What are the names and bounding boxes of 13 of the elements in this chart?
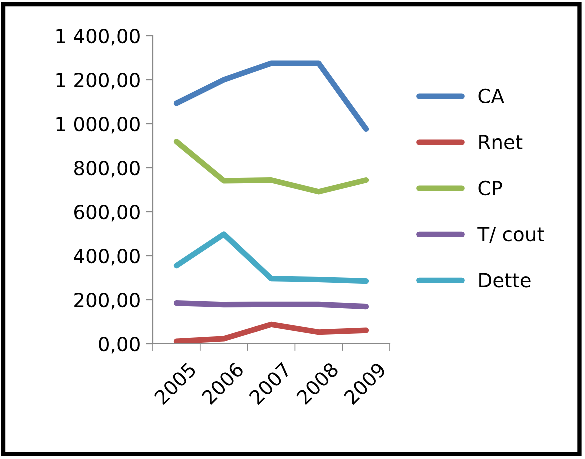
y-tick-label: 600,00 <box>74 204 140 222</box>
y-tick-label: 800,00 <box>74 160 140 178</box>
legend-label: Rnet <box>480 135 523 150</box>
y-tick-label: 1 000,00 <box>56 116 140 134</box>
legend-label: CP <box>478 180 502 196</box>
y-tick-label: 1 200,00 <box>56 72 140 90</box>
y-tick-label: 200,00 <box>74 292 140 310</box>
legend-label: Dette <box>480 273 531 288</box>
y-tick-label: 400,00 <box>74 248 140 266</box>
y-tick-label: 0,00 <box>99 336 140 354</box>
legend-label: CA <box>478 88 504 104</box>
legend-label: T/ cout <box>478 227 544 244</box>
y-tick-label: 1 400,00 <box>56 28 140 46</box>
